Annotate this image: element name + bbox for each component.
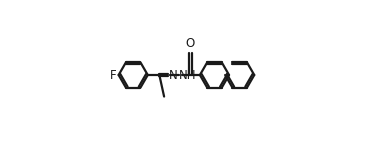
Text: O: O: [186, 37, 195, 50]
Text: NH: NH: [179, 69, 197, 81]
Text: N: N: [168, 69, 177, 81]
Text: F: F: [109, 69, 116, 81]
